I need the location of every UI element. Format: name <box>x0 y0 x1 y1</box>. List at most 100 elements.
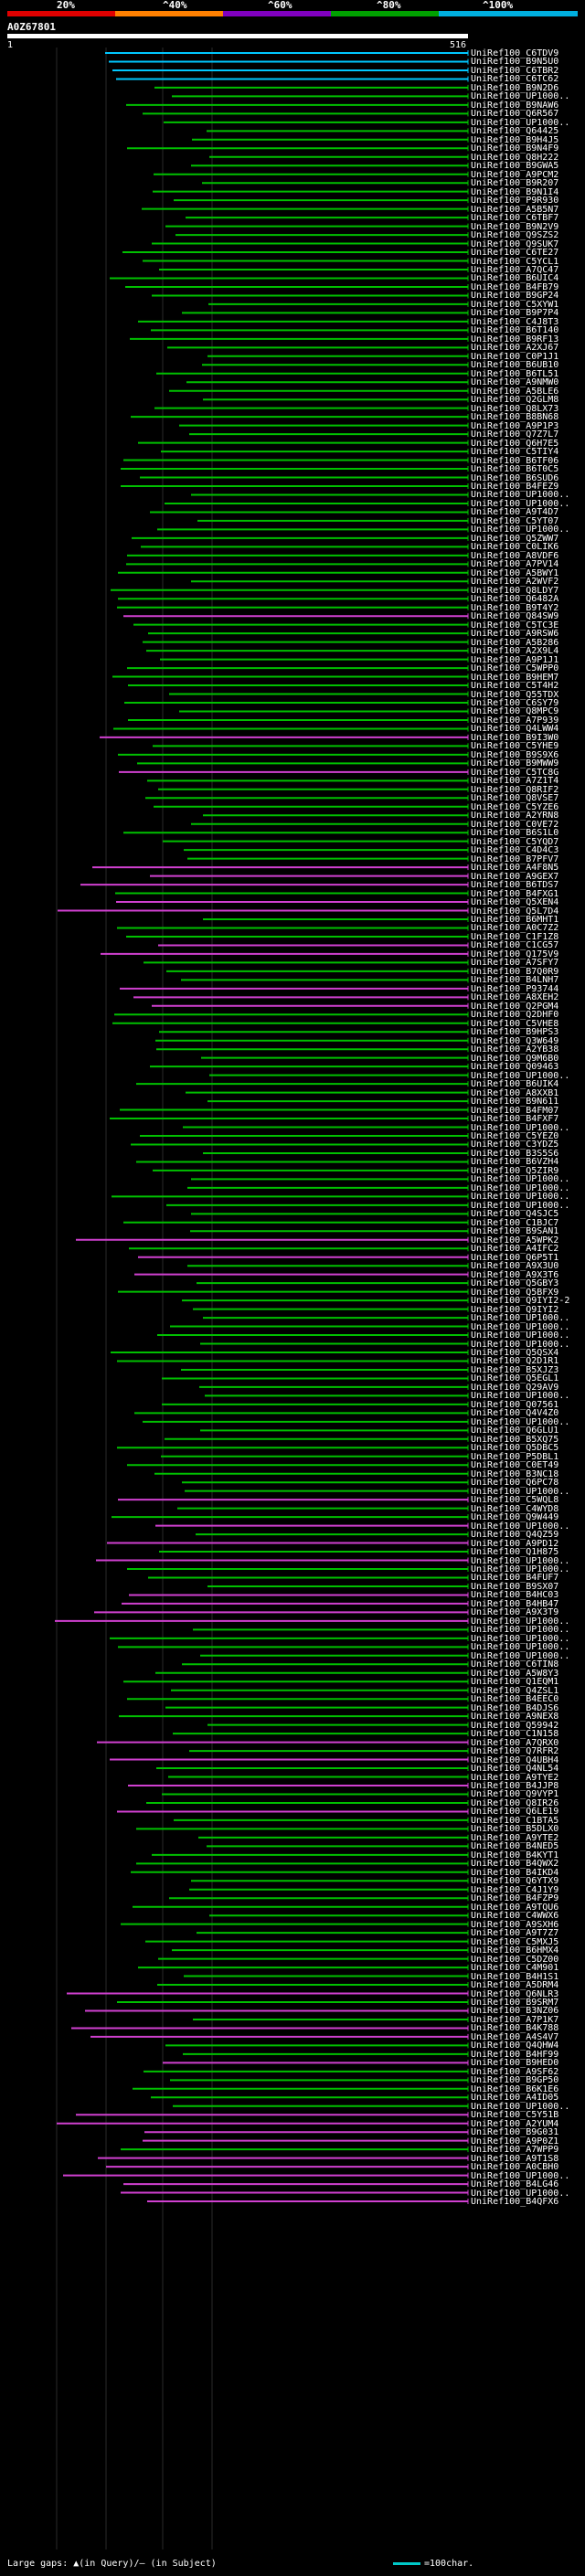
hit-label[interactable]: UniRef100_Q9W449 <box>471 1512 559 1523</box>
hit-label[interactable]: UniRef100_A8XEH2 <box>471 992 559 1003</box>
hit-label[interactable]: UniRef100_Q175V9 <box>471 949 559 959</box>
hit-label[interactable]: UniRef100_A9SF62 <box>471 2066 559 2077</box>
hit-row[interactable] <box>110 1756 469 1763</box>
hit-label[interactable]: UniRef100_B4LNH7 <box>471 975 559 986</box>
hit-row[interactable] <box>186 215 469 221</box>
hit-label[interactable]: UniRef100_Q07561 <box>471 1399 559 1410</box>
hit-label[interactable]: UniRef100_A9X3T9 <box>471 1607 559 1618</box>
hit-row[interactable] <box>63 2172 469 2178</box>
hit-label[interactable]: UniRef100_A5BLE6 <box>471 386 559 397</box>
hit-row[interactable] <box>136 1081 469 1087</box>
hit-row[interactable] <box>203 1150 469 1156</box>
hit-row[interactable] <box>119 1713 469 1720</box>
hit-label[interactable]: UniRef100_Q9SUK7 <box>471 239 559 249</box>
hit-label[interactable]: UniRef100_Q6NLR3 <box>471 1988 559 1999</box>
hit-row[interactable] <box>123 457 469 463</box>
hit-label[interactable]: UniRef100_Q8H222 <box>471 152 559 163</box>
hit-label[interactable]: UniRef100_C4M901 <box>471 1963 559 1974</box>
hit-label[interactable]: UniRef100_UP1000.. <box>471 2170 570 2181</box>
hit-row[interactable] <box>94 1609 469 1616</box>
hit-row[interactable] <box>55 1617 469 1624</box>
hit-label[interactable]: UniRef100_A9T7Z7 <box>471 1928 559 1939</box>
hit-row[interactable] <box>179 422 469 429</box>
hit-label[interactable]: UniRef100_Q3W649 <box>471 1035 559 1046</box>
hit-row[interactable] <box>128 716 469 723</box>
hit-row[interactable] <box>150 873 469 879</box>
hit-label[interactable]: UniRef100_UP1000.. <box>471 1416 570 1427</box>
hit-row[interactable] <box>118 1288 469 1295</box>
hit-row[interactable] <box>170 2077 469 2083</box>
hit-row[interactable] <box>173 2103 469 2109</box>
hit-row[interactable] <box>154 84 469 90</box>
hit-row[interactable] <box>158 942 469 949</box>
hit-label[interactable]: UniRef100_C6TBR2 <box>471 65 559 76</box>
hit-label[interactable]: UniRef100_B9HEM7 <box>471 672 559 683</box>
hit-label[interactable]: UniRef100_Q8MPC9 <box>471 706 559 717</box>
hit-row[interactable] <box>174 197 469 204</box>
hit-label[interactable]: UniRef100_Q84SW9 <box>471 611 559 622</box>
hit-row[interactable] <box>132 535 469 541</box>
hit-label[interactable]: UniRef100_Q5ZIR9 <box>471 1165 559 1176</box>
hit-row[interactable] <box>128 1783 469 1788</box>
hit-row[interactable] <box>173 1731 469 1737</box>
hit-row[interactable] <box>171 1687 469 1693</box>
hit-label[interactable]: UniRef100_B4KYT1 <box>471 1850 559 1860</box>
hit-label[interactable]: UniRef100_A9P0Z1 <box>471 2136 559 2147</box>
hit-label[interactable]: UniRef100_C1BJC7 <box>471 1217 559 1228</box>
hit-label[interactable]: UniRef100_Q4UBH4 <box>471 1754 559 1765</box>
hit-label[interactable]: UniRef100_C5Y51B <box>471 2110 559 2121</box>
hit-row[interactable] <box>152 1851 469 1858</box>
hit-label[interactable]: UniRef100_C6TE27 <box>471 248 559 259</box>
hit-label[interactable]: UniRef100_B6T0C5 <box>471 464 559 475</box>
hit-label[interactable]: UniRef100_B9SRM7 <box>471 1998 559 2008</box>
hit-label[interactable]: UniRef100_B4DJS6 <box>471 1702 559 1713</box>
hit-row[interactable] <box>148 631 469 637</box>
hit-label[interactable]: UniRef100_UP1000.. <box>471 1192 570 1203</box>
hit-row[interactable] <box>100 734 469 740</box>
hit-label[interactable]: UniRef100_B9T4Y2 <box>471 602 559 613</box>
hit-row[interactable] <box>123 2181 469 2188</box>
hit-row[interactable] <box>120 985 469 991</box>
hit-label[interactable]: UniRef100_UP1000.. <box>471 525 570 535</box>
hit-label[interactable]: UniRef100_B8BN68 <box>471 412 559 423</box>
hit-label[interactable]: UniRef100_A2YRN8 <box>471 811 559 822</box>
hit-label[interactable]: UniRef100_Q4SJC5 <box>471 1209 559 1220</box>
hit-row[interactable] <box>126 933 469 939</box>
hit-label[interactable]: UniRef100_UP1000.. <box>471 1339 570 1350</box>
hit-label[interactable]: UniRef100_C5TC3E <box>471 620 559 631</box>
hit-label[interactable]: UniRef100_A5B5N7 <box>471 204 559 215</box>
hit-row[interactable] <box>117 1999 469 2005</box>
hit-row[interactable] <box>163 838 469 844</box>
hit-row[interactable] <box>197 517 469 524</box>
hit-label[interactable]: UniRef100_Q4LWW4 <box>471 724 559 735</box>
hit-label[interactable]: UniRef100_A8XXB1 <box>471 1087 559 1098</box>
hit-row[interactable] <box>200 1341 469 1347</box>
hit-row[interactable] <box>162 1401 469 1407</box>
hit-row[interactable] <box>117 1445 469 1451</box>
hit-label[interactable]: UniRef100_C6TDV9 <box>471 48 559 58</box>
hit-row[interactable] <box>191 578 469 585</box>
hit-label[interactable]: UniRef100_UP1000.. <box>471 2188 570 2199</box>
hit-label[interactable]: UniRef100_Q4QHW4 <box>471 2041 559 2051</box>
hit-label[interactable]: UniRef100_Q9IYI2-2 <box>471 1296 570 1307</box>
hit-row[interactable] <box>136 1826 469 1832</box>
hit-label[interactable]: UniRef100_B4FEZ9 <box>471 482 559 492</box>
hit-row[interactable] <box>131 1869 469 1875</box>
hit-label[interactable]: UniRef100_UP1000.. <box>471 1642 570 1653</box>
hit-label[interactable]: UniRef100_C5XYW1 <box>471 299 559 310</box>
hit-row[interactable] <box>156 1046 469 1053</box>
hit-label[interactable]: UniRef100_A7Z1T4 <box>471 776 559 787</box>
hit-row[interactable] <box>110 1116 469 1122</box>
hit-row[interactable] <box>209 1072 469 1078</box>
hit-label[interactable]: UniRef100_Q5ZWW7 <box>471 533 559 544</box>
hit-row[interactable] <box>140 1133 469 1139</box>
hit-label[interactable]: UniRef100_Q6H7E5 <box>471 438 559 449</box>
hit-label[interactable]: UniRef100_C5MXJ5 <box>471 1936 559 1947</box>
hit-label[interactable]: UniRef100_Q7RFR2 <box>471 1746 559 1757</box>
hit-label[interactable]: UniRef100_Q9M6B0 <box>471 1053 559 1064</box>
hit-row[interactable] <box>155 1522 469 1529</box>
hit-row[interactable] <box>176 232 469 239</box>
hit-row[interactable] <box>130 335 469 342</box>
hit-label[interactable]: UniRef100_UP1000.. <box>471 1330 570 1341</box>
hit-label[interactable]: UniRef100_B6UIK4 <box>471 1079 559 1090</box>
